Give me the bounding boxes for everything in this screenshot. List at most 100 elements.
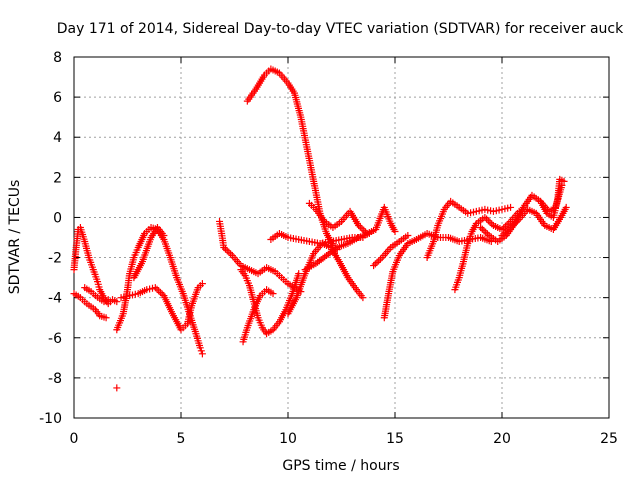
data-trace [340,234,353,243]
x-tick-label: 20 [493,431,511,447]
data-trace [458,236,471,245]
data-trace [260,326,269,336]
data-trace [543,223,555,232]
data-trace [269,231,281,242]
x-tick-label: 5 [177,431,186,447]
data-trace [530,193,542,204]
data-trace [72,291,82,300]
x-tick-labels: 0 5 10 15 20 25 [70,431,618,447]
data-trace [79,296,89,306]
data-trace [381,206,394,225]
data-trace [492,223,504,232]
x-axis-label: GPS time / hours [282,458,399,474]
data-trace [81,240,92,259]
data-trace [313,207,327,223]
data-trace [239,263,251,273]
data-trace [424,240,437,259]
x-tick-label: 0 [70,431,79,447]
data-trace [335,240,350,251]
grid [74,57,609,418]
data-point [359,294,367,302]
data-trace [285,296,299,316]
data-trace [97,288,107,300]
data-trace [447,234,461,245]
data-trace [248,267,260,277]
series-arc-15 [301,229,373,274]
data-trace [287,234,300,243]
plot-frame [73,56,610,419]
data-trace [311,242,324,255]
data-trace [273,270,283,280]
data-trace [469,222,479,233]
series-arc-2 [70,290,110,322]
data-trace [193,332,203,349]
series-arc-21 [498,203,570,239]
x-tick-label: 10 [279,431,297,447]
data-trace [174,276,186,295]
y-axis-label: SDTVAR / TECUs [7,180,23,295]
data-trace [131,260,145,280]
data-trace [293,272,308,299]
data-trace [126,256,137,275]
data-trace [304,148,317,183]
data-trace [277,308,289,324]
series-arc-14 [305,199,399,237]
series-arc-3 [81,284,112,306]
data-trace [475,206,486,215]
data-trace [508,217,521,230]
series-arc-7 [113,384,121,392]
data-trace [216,220,225,235]
data-trace [120,292,131,301]
data-trace [167,256,180,279]
data-trace [435,208,447,227]
data-trace [246,284,257,303]
data-trace [230,254,243,268]
data-trace [94,293,106,304]
data-trace [389,239,401,250]
data-trace [415,231,429,242]
data-point [198,350,206,358]
data-trace [98,312,108,321]
y-tick-label: 2 [53,170,62,186]
data-trace [526,206,538,216]
data-trace [271,320,282,332]
data-trace [135,232,148,249]
data-trace [77,226,88,243]
data-trace [244,308,257,329]
data-trace [442,199,453,211]
series-arc-12 [267,229,367,248]
data-trace [258,288,268,298]
data-trace [146,284,156,293]
data-trace [93,308,102,318]
y-tick-label: 4 [53,130,62,146]
data-trace [346,235,360,246]
series-arc-13 [284,240,367,318]
data-trace [479,234,493,245]
data-point [498,231,506,239]
data-trace [297,116,311,151]
data-trace [253,73,267,91]
data-trace [240,326,251,343]
data-trace [465,230,475,245]
data-point [269,290,277,298]
data-point [160,231,168,239]
data-trace [136,287,149,297]
axis-ticks [73,56,610,419]
data-trace [449,199,461,210]
series-arc-19 [451,207,523,294]
data-trace [467,208,477,217]
data-trace [345,276,359,292]
series-arc-10 [239,286,277,346]
data-trace [265,287,275,296]
data-trace [484,206,495,215]
series-arc-6 [130,223,168,282]
data-trace [70,246,80,271]
data-trace [547,205,557,214]
data-trace [390,254,402,273]
data-trace [354,288,365,300]
data-trace [336,260,351,280]
data-trace [437,234,450,241]
series-arc-5 [117,280,206,334]
data-trace [310,180,324,215]
data-trace [380,246,393,259]
